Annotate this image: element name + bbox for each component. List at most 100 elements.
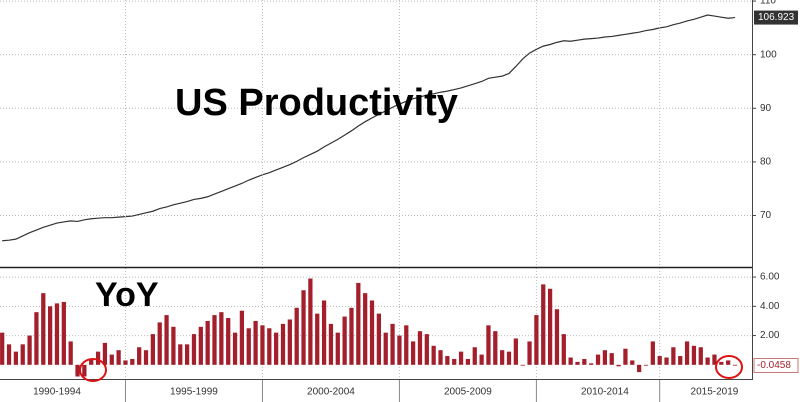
- last-value-label: 106.923: [758, 12, 795, 23]
- bar: [68, 341, 73, 365]
- bar: [212, 315, 217, 365]
- bar: [219, 312, 224, 365]
- bar: [315, 313, 320, 365]
- bar: [431, 345, 436, 365]
- bar: [20, 344, 25, 365]
- bar: [650, 341, 655, 365]
- bar: [342, 316, 347, 365]
- y-tick-label: 2.00: [760, 330, 780, 341]
- bar: [363, 293, 368, 365]
- bar: [472, 347, 477, 365]
- bar: [637, 364, 642, 373]
- bar: [116, 350, 121, 365]
- panel-title: YoY: [95, 276, 159, 314]
- bar: [109, 354, 114, 365]
- bar: [41, 293, 46, 365]
- annotation-circle: [715, 355, 743, 379]
- bar: [438, 350, 443, 365]
- bar: [623, 348, 628, 365]
- bar: [541, 284, 546, 365]
- bar: [643, 364, 649, 366]
- x-tick-label: 1995-1999: [170, 387, 218, 398]
- bar: [719, 361, 724, 365]
- bar: [609, 353, 614, 365]
- x-tick-label: 2015-2019: [691, 387, 739, 398]
- bar: [308, 278, 313, 365]
- bar: [130, 358, 135, 365]
- y-tick-label: 70: [760, 210, 772, 221]
- bar: [691, 345, 697, 365]
- bar: [424, 334, 429, 365]
- bar: [698, 347, 703, 365]
- bar: [321, 300, 327, 365]
- bar: [137, 347, 142, 365]
- bar: [82, 364, 87, 377]
- bar: [198, 326, 203, 365]
- bar: [123, 360, 128, 365]
- bar: [671, 347, 676, 365]
- bar: [582, 358, 587, 365]
- bar: [705, 357, 710, 365]
- bar: [664, 357, 669, 365]
- bar: [27, 335, 32, 365]
- bar: [34, 312, 39, 365]
- bar: [13, 351, 19, 365]
- bar: [452, 358, 457, 365]
- chart-title: US Productivity: [175, 82, 458, 124]
- bar: [712, 354, 717, 365]
- line: [2, 14, 736, 242]
- bar: [61, 301, 66, 365]
- bar: [267, 328, 272, 365]
- bar: [458, 351, 464, 365]
- bar: [404, 325, 409, 365]
- bar: [171, 326, 176, 365]
- bar: [383, 332, 388, 365]
- bar: [191, 334, 197, 365]
- bar: [376, 313, 381, 365]
- bar: [479, 354, 484, 365]
- bar: [349, 307, 354, 365]
- bar: [301, 290, 306, 365]
- bar: [239, 310, 245, 365]
- bar: [184, 344, 190, 365]
- bar: [595, 354, 601, 365]
- bar: [260, 325, 265, 365]
- bar: [568, 357, 573, 365]
- bar: [397, 335, 402, 365]
- bar: [657, 356, 662, 365]
- bar: [0, 332, 5, 365]
- bar: [500, 350, 505, 365]
- bar: [684, 341, 690, 365]
- y-tick-label: 100: [760, 49, 777, 60]
- bar: [726, 360, 731, 365]
- bar: [527, 341, 532, 365]
- bar: [95, 351, 101, 365]
- bar: [253, 320, 258, 365]
- bar: [89, 358, 94, 365]
- bar: [575, 361, 580, 365]
- bar: [178, 344, 183, 365]
- bar: [150, 334, 155, 365]
- bar: [369, 300, 375, 365]
- bar: [506, 351, 512, 365]
- bar: [143, 350, 149, 365]
- bar: [486, 325, 491, 365]
- bar: [465, 358, 471, 365]
- bar: [232, 332, 238, 365]
- bar: [335, 332, 340, 365]
- bar: [48, 306, 53, 365]
- x-tick-label: 2010-2014: [581, 387, 629, 398]
- bar: [226, 318, 231, 365]
- bar: [445, 356, 450, 365]
- bar: [520, 364, 525, 366]
- x-tick-label: 2000-2004: [307, 387, 355, 398]
- bar: [274, 332, 279, 365]
- bar: [732, 364, 738, 366]
- y-tick-label: 110: [760, 0, 776, 7]
- bar: [205, 320, 210, 365]
- bar: [164, 315, 169, 365]
- bar: [157, 322, 162, 365]
- bar: [102, 342, 108, 365]
